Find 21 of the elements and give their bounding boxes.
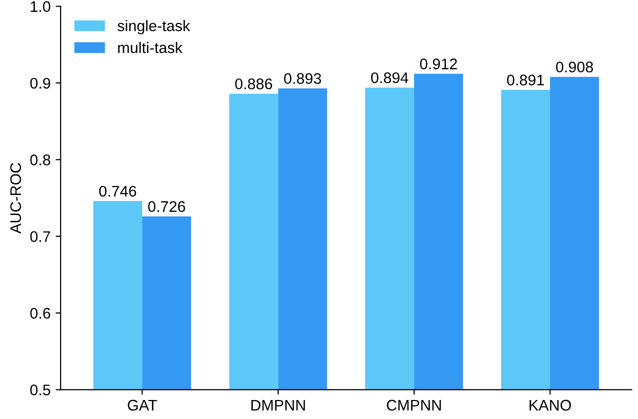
legend-label: single-task: [118, 20, 190, 34]
y-tick-label: 0.8: [30, 154, 50, 166]
data-label: 0.886: [235, 78, 272, 90]
x-tick-label: CMPNN: [386, 400, 441, 411]
data-label: 0.893: [284, 73, 322, 84]
y-tick-label: 0.9: [30, 78, 50, 89]
data-label: 0.726: [148, 201, 186, 212]
y-axis-title: AUC-ROC: [10, 162, 22, 234]
data-label: 0.746: [99, 186, 136, 197]
data-label: 0.908: [556, 62, 593, 72]
x-tick-label: GAT: [128, 400, 157, 411]
y-tick-label: 0.6: [30, 308, 50, 319]
legend-label: multi-task: [118, 42, 183, 54]
x-tick-label: KANO: [530, 400, 571, 411]
data-label: 0.912: [420, 58, 457, 70]
y-tick-label: 1.0: [30, 1, 50, 12]
data-label: 0.891: [507, 74, 544, 86]
x-tick-label: DMPNN: [251, 400, 305, 410]
y-tick-label: 0.7: [30, 231, 50, 242]
data-label: 0.894: [371, 72, 408, 84]
y-tick-label: 0.5: [30, 384, 50, 396]
